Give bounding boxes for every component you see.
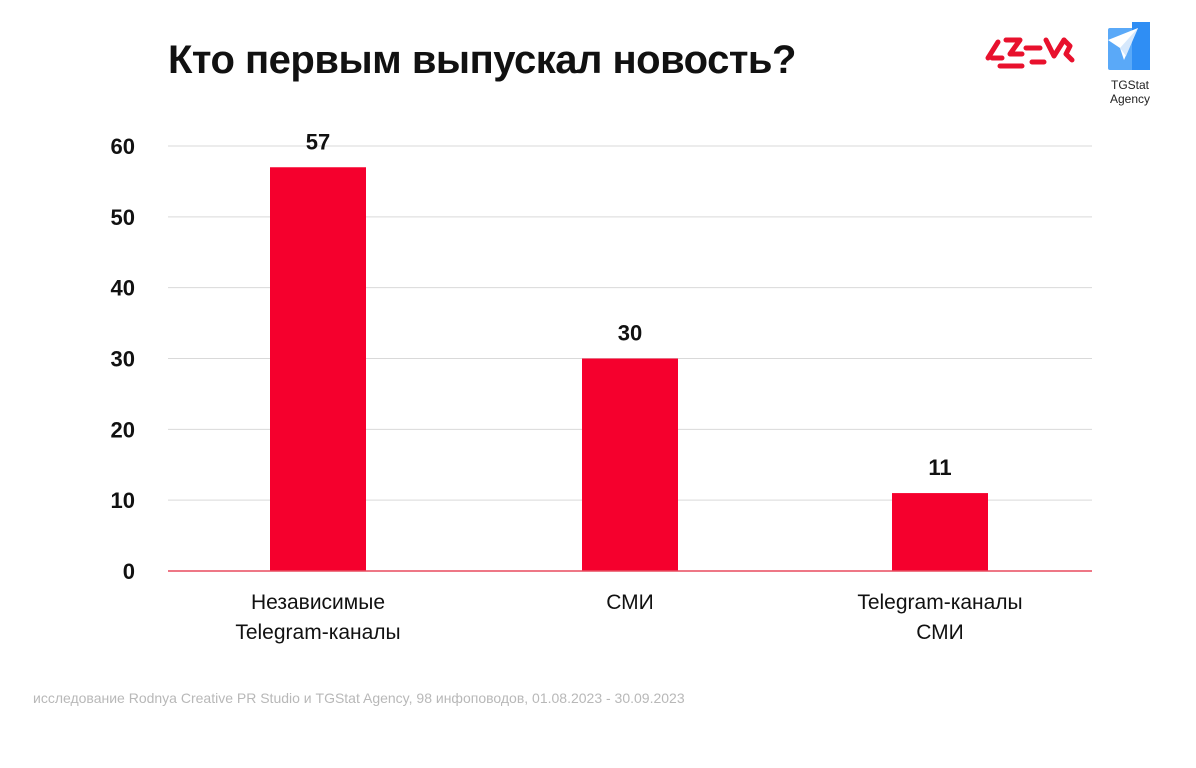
source-note: исследование Rodnya Creative PR Studio и…	[33, 690, 685, 706]
x-tick-label-line: СМИ	[916, 621, 964, 644]
chart-title: Кто первым выпускал новость?	[168, 38, 796, 82]
y-tick-label: 50	[111, 205, 135, 230]
x-tick-label-line: Независимые	[250, 591, 386, 614]
y-tick-label: 60	[111, 134, 135, 159]
y-tick-label: 30	[111, 347, 135, 372]
bar-chart: 0 10 20 30 40 50 60 57 30 11	[111, 129, 1092, 584]
x-tick-label-line: Telegram-каналы	[235, 621, 401, 644]
x-tick-label: Независимые Telegram-каналы	[188, 588, 448, 648]
y-tick-label: 20	[111, 417, 135, 442]
x-tick-label-line: Telegram-каналы	[857, 591, 1023, 614]
bar	[892, 493, 988, 571]
data-label: 11	[928, 455, 951, 480]
tgstat-logo-icon	[1100, 20, 1160, 110]
tgstat-caption: TGStat Agency	[1100, 78, 1160, 106]
y-tick-label: 0	[123, 559, 135, 584]
data-label: 57	[306, 129, 330, 154]
x-tick-label: СМИ	[500, 588, 760, 618]
rodnya-logo-icon	[982, 28, 1076, 70]
y-tick-label: 40	[111, 276, 135, 301]
data-label: 30	[618, 321, 642, 346]
bar	[582, 358, 678, 571]
bar	[270, 167, 366, 571]
x-tick-label-line: СМИ	[606, 591, 654, 614]
tgstat-caption-line1: TGStat	[1110, 78, 1149, 92]
x-tick-label: Telegram-каналы СМИ	[810, 588, 1070, 648]
y-tick-label: 10	[111, 488, 135, 513]
tgstat-caption-line2: Agency	[1109, 92, 1151, 106]
